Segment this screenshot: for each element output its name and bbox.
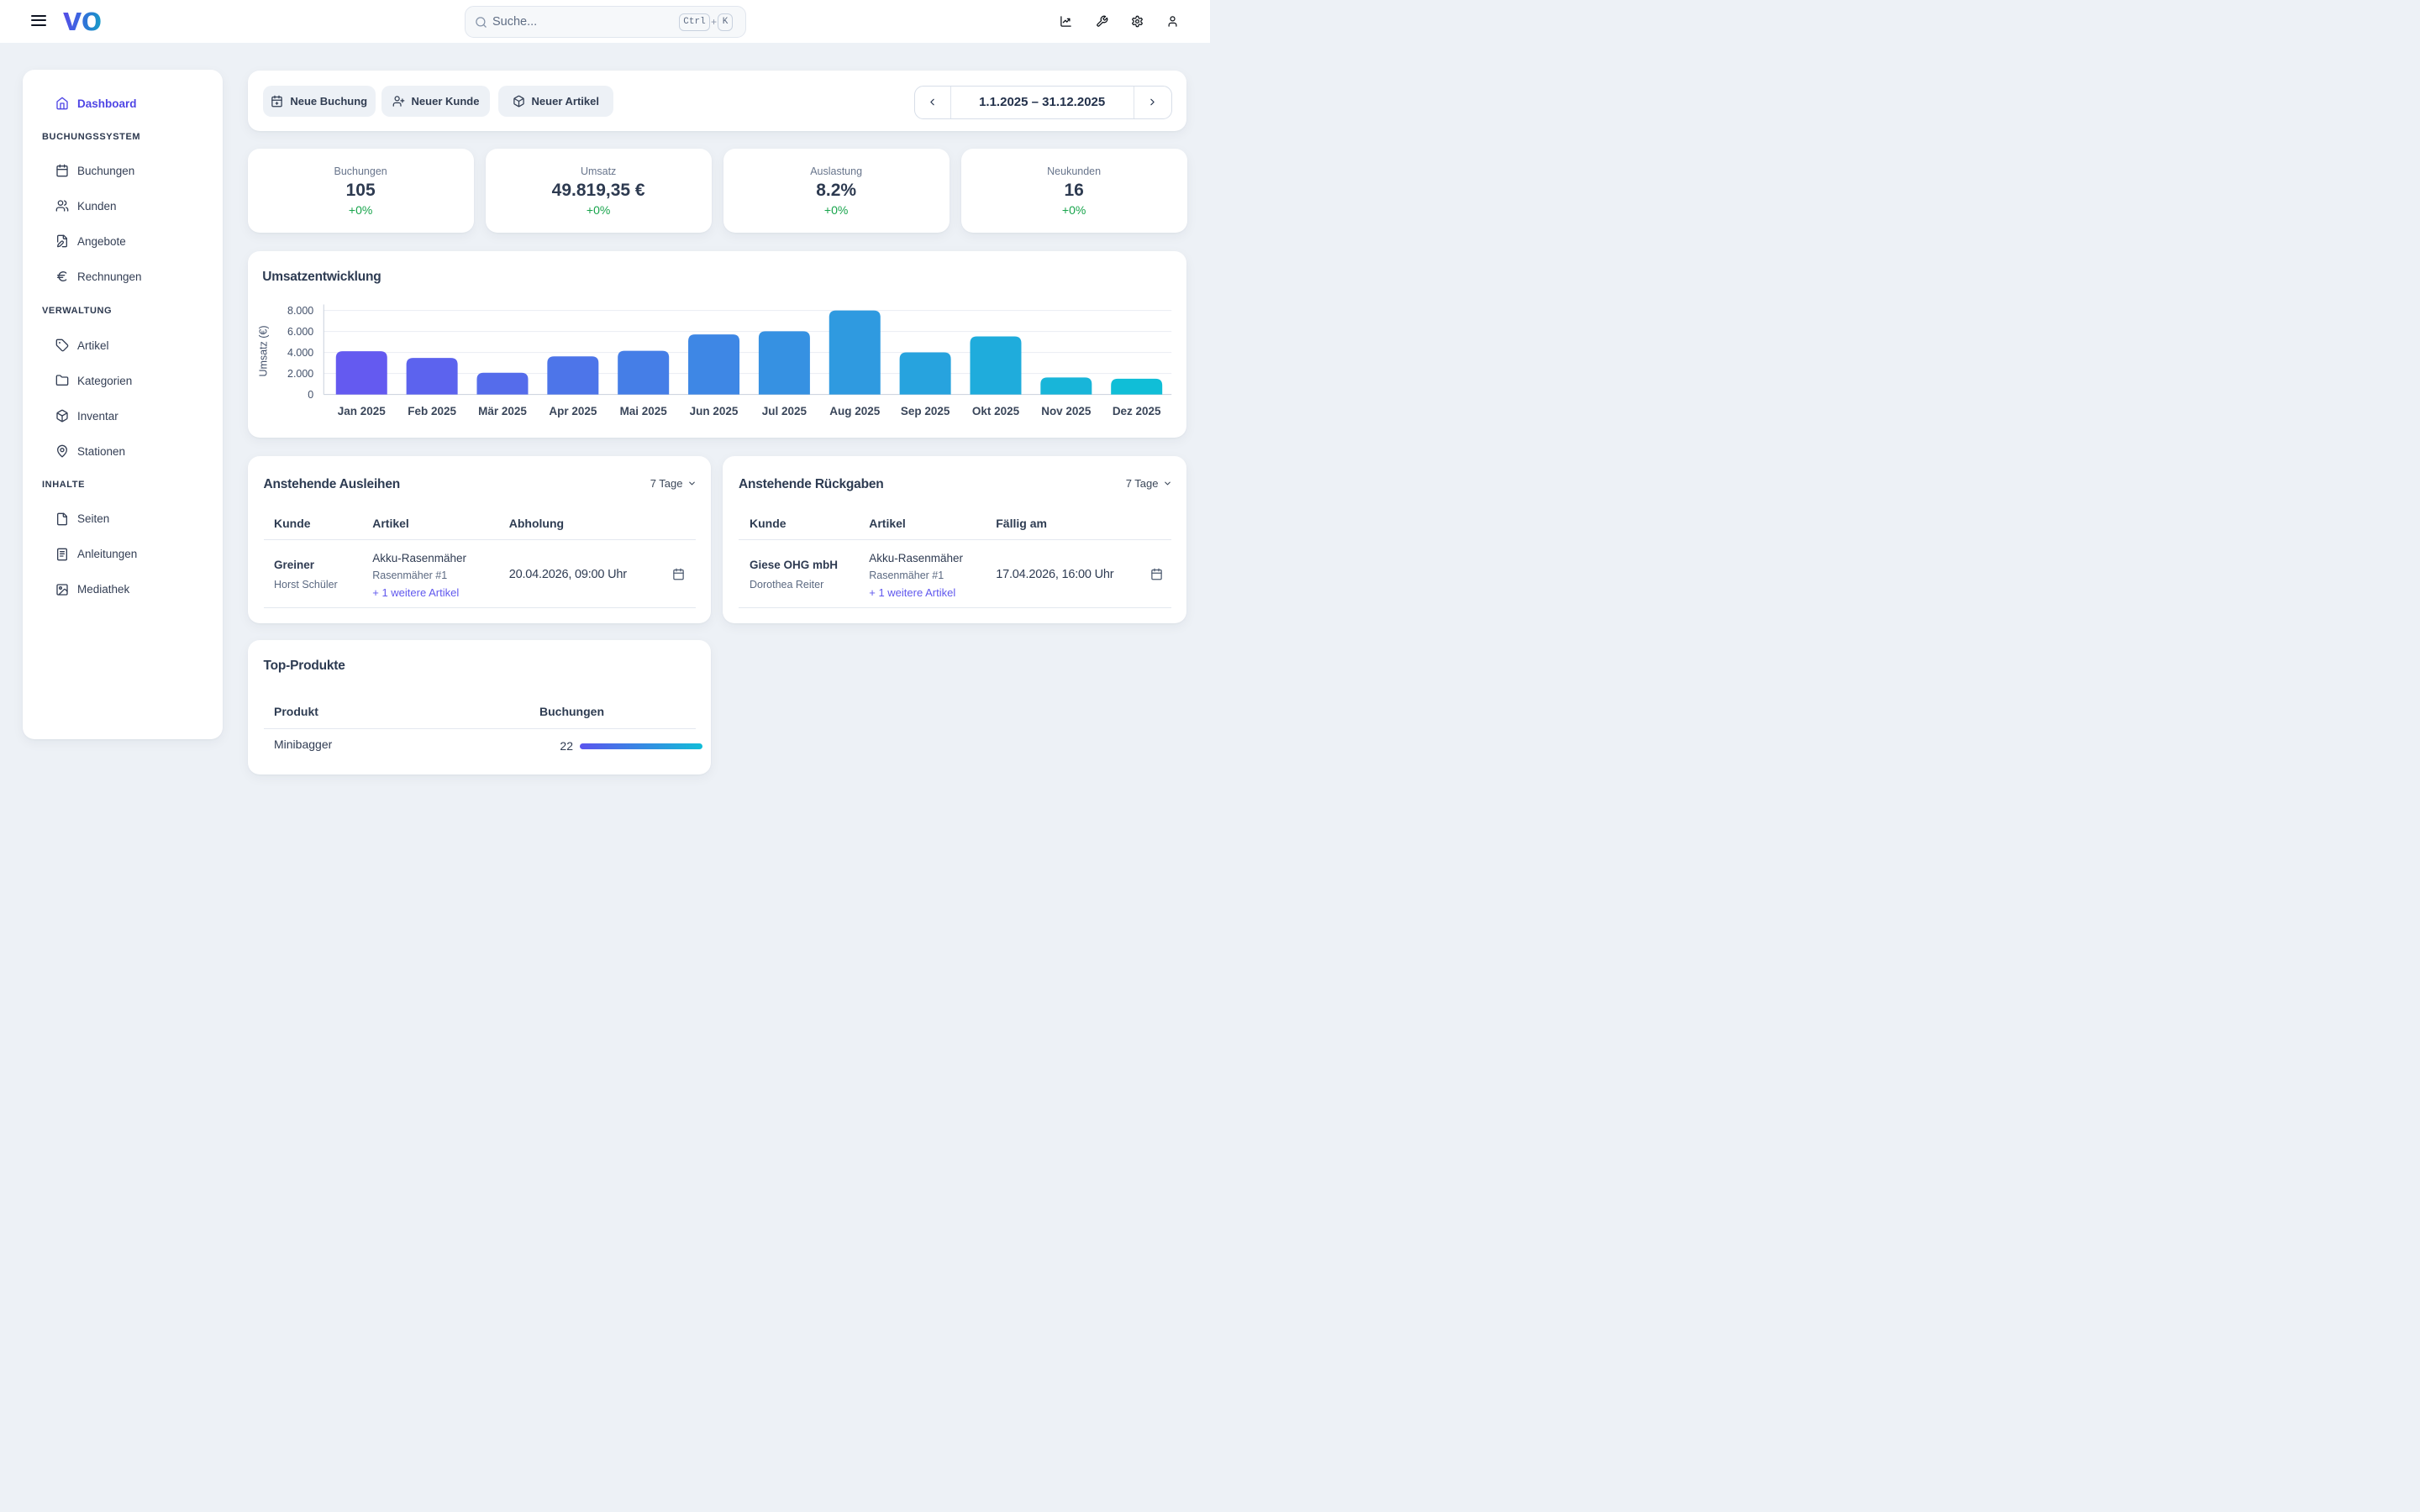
svg-text:4.000: 4.000 [287,347,313,359]
svg-text:Dez 2025: Dez 2025 [1113,405,1161,417]
svg-text:6.000: 6.000 [287,326,313,338]
svg-text:Sep 2025: Sep 2025 [901,405,950,417]
svg-text:Nov 2025: Nov 2025 [1041,405,1092,417]
svg-text:Feb 2025: Feb 2025 [408,405,456,417]
svg-text:Jun 2025: Jun 2025 [689,405,738,417]
svg-text:Apr 2025: Apr 2025 [549,405,597,417]
svg-text:Jan 2025: Jan 2025 [338,405,386,417]
svg-text:Okt 2025: Okt 2025 [972,405,1020,417]
svg-text:Jul 2025: Jul 2025 [762,405,808,417]
svg-text:2.000: 2.000 [287,368,313,380]
svg-text:8.000: 8.000 [287,305,313,317]
svg-text:Mär 2025: Mär 2025 [478,405,527,417]
svg-text:Aug 2025: Aug 2025 [829,405,880,417]
svg-text:0: 0 [308,389,313,401]
svg-text:Umsatz (€): Umsatz (€) [257,325,269,376]
svg-text:Mai 2025: Mai 2025 [619,405,667,417]
